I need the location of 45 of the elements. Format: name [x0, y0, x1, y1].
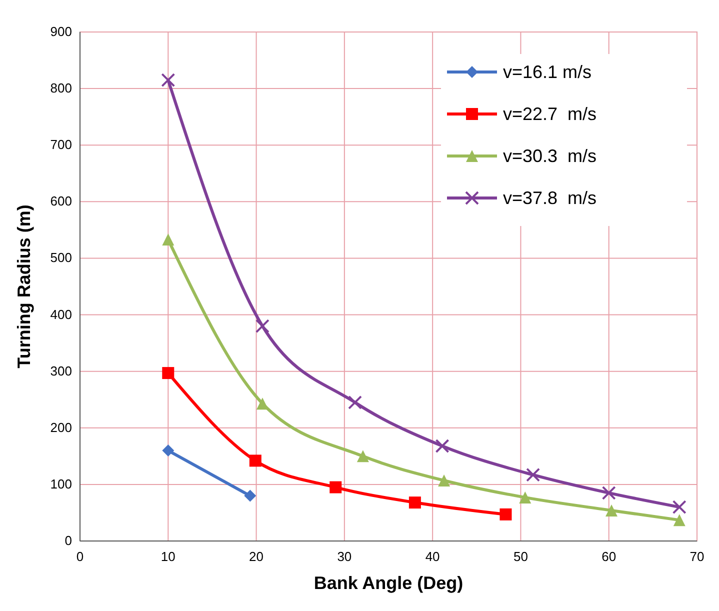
y-tick-label: 200	[50, 420, 72, 435]
y-tick-label: 0	[64, 533, 72, 548]
x-axis-title: Bank Angle (Deg)	[314, 573, 464, 593]
point	[348, 395, 362, 410]
point	[256, 398, 268, 410]
y-tick-label: 300	[50, 363, 72, 378]
point	[519, 491, 532, 504]
point	[526, 468, 540, 482]
x-tick-label: 10	[160, 549, 176, 564]
x-tick-label: 60	[602, 549, 616, 564]
point	[330, 481, 342, 494]
x-tick-label: 40	[425, 549, 440, 564]
y-tick-label: 400	[50, 306, 72, 322]
point	[672, 500, 686, 514]
point	[162, 444, 174, 457]
point	[438, 474, 450, 486]
point	[244, 490, 256, 502]
point	[673, 514, 686, 526]
y-tick-label: 800	[50, 80, 72, 96]
point	[408, 496, 421, 509]
x-tick-label: 20	[249, 549, 264, 564]
legend-label: v=16.1 m/s	[503, 62, 592, 82]
x-tick-label: 50	[513, 549, 528, 564]
point	[162, 234, 174, 246]
point	[161, 73, 176, 88]
y-tick-label: 600	[50, 194, 72, 209]
point	[435, 438, 450, 453]
point	[255, 319, 270, 334]
y-axis-title: Turning Radius (m)	[14, 204, 34, 368]
point	[602, 486, 616, 500]
legend-label: v=30.3 m/s	[503, 146, 597, 166]
x-tick-label: 70	[690, 549, 704, 564]
legend-label: v=22.7 m/s	[503, 104, 597, 124]
y-tick-label: 500	[50, 250, 72, 266]
y-tick-label: 100	[50, 476, 72, 492]
point	[162, 367, 174, 380]
x-tick-label: 0	[76, 549, 84, 564]
point	[606, 504, 618, 516]
y-tick-label: 900	[50, 24, 72, 39]
point	[249, 454, 262, 467]
y-tick-label: 700	[50, 137, 72, 152]
point	[500, 508, 512, 520]
x-tick-label: 30	[337, 549, 352, 564]
legend-label: v=37.8 m/s	[503, 188, 597, 208]
point	[356, 450, 369, 462]
